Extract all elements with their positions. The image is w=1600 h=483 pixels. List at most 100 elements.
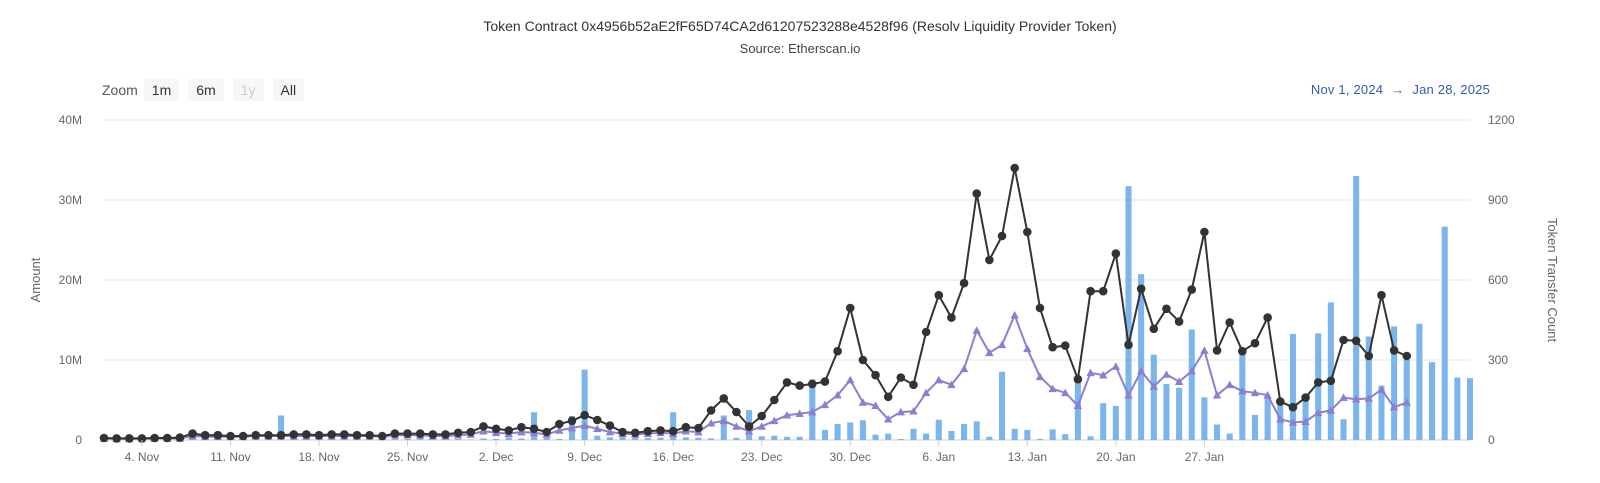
black-circle-point [1187, 285, 1197, 294]
purple-triangle-point [555, 426, 564, 434]
black-circle-point [99, 433, 109, 443]
range-from-date[interactable]: Nov 1, 2024 [1310, 82, 1384, 97]
transfer-count-bar [1062, 434, 1069, 440]
black-circle-point [1339, 335, 1348, 345]
black-circle-point [1250, 338, 1260, 348]
zoom-all-button[interactable]: All [272, 79, 305, 101]
x-tick-label: 25. Nov [387, 450, 428, 464]
range-arrow-icon: → [1391, 82, 1405, 97]
transfer-count-bar [1251, 414, 1259, 440]
transfer-count-bar [480, 438, 487, 440]
black-circle-point [845, 303, 855, 313]
range-to-date[interactable]: Jan 28, 2025 [1412, 82, 1490, 97]
black-circle-point [415, 429, 425, 438]
transfer-count-bar [417, 438, 424, 440]
transfer-count-columns [100, 176, 1474, 440]
transfer-count-bar [1302, 394, 1309, 440]
purple-triangle-point [972, 326, 981, 334]
black-circle-point [428, 430, 438, 439]
x-tick-label: 23. Dec [741, 450, 782, 464]
black-circle-point [517, 422, 526, 432]
transfer-count-bar [404, 438, 411, 440]
black-circle-point [314, 430, 324, 440]
y-right-tick-label: 300 [1488, 353, 1508, 367]
transfer-count-bar [897, 438, 904, 440]
black-circle-point [213, 430, 223, 440]
purple-triangle-point [1250, 388, 1260, 397]
black-amount-series [99, 163, 1412, 443]
x-tick-label: 9. Dec [567, 450, 602, 464]
transfer-count-bar [518, 438, 525, 440]
transfer-count-bar [708, 438, 715, 440]
transfer-count-bar [581, 369, 588, 440]
black-circle-point [1275, 397, 1285, 406]
black-circle-point [491, 424, 501, 434]
purple-triangle-point [1124, 391, 1133, 399]
zoom-6m-button[interactable]: 6m [188, 79, 224, 101]
transfer-count-bar [543, 437, 550, 440]
chart-subtitle: Source: Etherscan.io [739, 41, 861, 56]
black-circle-point [188, 429, 197, 438]
transfer-count-bar [391, 438, 398, 440]
black-circle-point [1111, 249, 1121, 258]
black-circle-point [1225, 318, 1234, 327]
purple-triangle-point [896, 407, 906, 416]
black-circle-point [390, 429, 400, 438]
transfer-count-bar [1441, 226, 1448, 440]
transfer-count-bar [455, 438, 462, 440]
black-circle-point [909, 380, 918, 390]
purple-triangle-point [1035, 372, 1045, 381]
transfer-count-bar [1201, 397, 1208, 440]
transfer-count-bar [189, 438, 196, 440]
black-circle-point [656, 426, 665, 435]
black-circle-point [947, 313, 956, 322]
purple-triangle-point [820, 400, 830, 409]
transfer-count-bar [948, 430, 955, 440]
purple-triangle-point [997, 340, 1007, 349]
purple-triangle-point [1010, 311, 1019, 319]
black-circle-point [1389, 346, 1399, 355]
transfer-count-bar [1239, 352, 1246, 440]
transfer-count-bar [771, 435, 778, 440]
black-circle-point [200, 430, 210, 440]
purple-triangle-point [1111, 362, 1121, 370]
black-circle-point [1060, 341, 1070, 350]
transfer-count-bar [606, 437, 613, 440]
purple-triangle-point [871, 401, 880, 409]
transfer-count-bar [1454, 377, 1461, 440]
purple-triangle-point [947, 380, 956, 389]
black-circle-point [124, 434, 134, 443]
black-circle-point [365, 430, 374, 440]
transfer-count-bar [594, 435, 601, 440]
x-tick-label: 27. Jan [1185, 450, 1224, 464]
black-circle-point [1048, 342, 1057, 352]
purple-triangle-point [1288, 418, 1298, 426]
black-circle-point [1364, 351, 1374, 361]
transfer-count-bar [505, 437, 512, 440]
purple-triangle-point [1187, 367, 1196, 375]
purple-triangle-point [1073, 401, 1083, 409]
black-circle-point [542, 427, 551, 437]
zoom-1m-button[interactable]: 1m [143, 79, 180, 101]
transfer-count-bar [467, 439, 474, 440]
y-right-tick-label: 0 [1488, 433, 1495, 447]
transfer-count-bar [1176, 387, 1183, 440]
black-circle-point [921, 327, 931, 337]
chart-title: Token Contract 0x4956b52aE2fF65D74CA2d61… [483, 18, 1117, 34]
transfer-count-bar [834, 424, 841, 440]
transfer-count-bar [935, 419, 942, 440]
black-circle-point [441, 430, 450, 439]
black-circle-point [681, 422, 691, 432]
grid-lines [104, 119, 1470, 441]
purple-triangle-point [782, 411, 792, 419]
purple-triangle-point [1402, 398, 1411, 406]
purple-triangle-point [808, 407, 817, 416]
transfer-count-bar [657, 437, 664, 440]
transfer-count-bar [998, 371, 1006, 440]
transfer-count-bar [1340, 419, 1347, 440]
transfer-count-bar [1264, 397, 1271, 440]
black-circle-point [643, 426, 653, 436]
purple-triangle-point [1238, 387, 1247, 395]
x-tick-label: 18. Nov [298, 450, 339, 464]
black-series-line [103, 167, 1408, 440]
